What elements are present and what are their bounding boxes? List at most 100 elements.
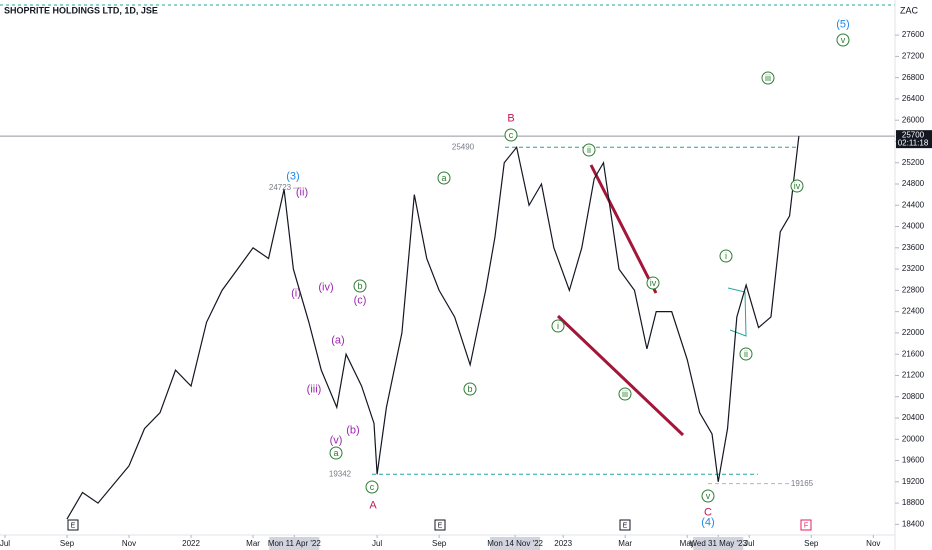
wedge — [727, 287, 747, 337]
y-tick-label: 26000 — [902, 115, 925, 124]
last-price-box — [896, 130, 932, 149]
x-tick-label: 2022 — [182, 539, 200, 548]
y-tick-label: 20000 — [902, 434, 925, 443]
wave-label: C — [704, 506, 712, 518]
wave-label: (4) — [701, 516, 714, 528]
y-tick-label: 22400 — [902, 307, 925, 316]
wave-label: v — [841, 35, 846, 45]
wave-label: (ii) — [296, 186, 308, 198]
wave-label: (5) — [836, 18, 849, 30]
trend-line — [589, 164, 658, 294]
earnings-box — [434, 519, 446, 531]
wave-label: ii — [587, 145, 591, 155]
y-tick-label: 24000 — [902, 222, 925, 231]
wave-circle — [790, 179, 804, 193]
wave-label: b — [467, 384, 472, 394]
y-tick-label: 27600 — [902, 30, 925, 39]
wave-circle — [437, 171, 451, 185]
x-tick-label: Wed 31 May '23 — [690, 539, 748, 548]
wave-label: (i) — [291, 287, 301, 299]
earnings-marker: E — [71, 522, 76, 529]
y-tick-label: 20800 — [902, 392, 925, 401]
wave-circle — [739, 347, 753, 361]
x-tick-label: 2023 — [554, 539, 572, 548]
x-tick-label: Nov — [866, 539, 880, 548]
x-tick-label: Sep — [432, 539, 447, 548]
currency: ZAC — [900, 5, 919, 15]
level-label: 19342 — [329, 469, 352, 478]
x-tick-label: Jul — [372, 539, 382, 548]
wave-circle — [551, 319, 565, 333]
y-tick-label: 21200 — [902, 371, 925, 380]
wave-circle — [353, 279, 367, 293]
x-tick-label: May — [680, 539, 695, 548]
x-tick-label: Mon 14 Nov '22 — [487, 539, 543, 548]
wave-circle — [761, 71, 775, 85]
level-label: 19165 — [791, 479, 814, 488]
earnings-marker: E — [438, 522, 443, 529]
wave-label: iv — [650, 278, 657, 288]
y-tick-label: 23200 — [902, 264, 925, 273]
earnings-marker: E — [623, 522, 628, 529]
wave-circle — [329, 446, 343, 460]
wave-circle — [719, 249, 733, 263]
x-tick-label: Sep — [804, 539, 819, 548]
wave-label: c — [509, 130, 514, 140]
wave-label: c — [370, 482, 375, 492]
y-tick-label: 26400 — [902, 94, 925, 103]
level-label: 24723 — [269, 183, 292, 192]
x-tick-label: Mon 11 Apr '22 — [268, 539, 322, 548]
x-tick-label: Sep — [60, 539, 75, 548]
wave-circle — [836, 33, 850, 47]
wave-label: iii — [765, 73, 771, 83]
wave-label: b — [357, 281, 362, 291]
y-tick-label: 25200 — [902, 158, 925, 167]
future-marker: F — [804, 522, 808, 529]
y-tick-label: 27200 — [902, 51, 925, 60]
wave-label: (c) — [354, 294, 367, 306]
y-tick-label: 20400 — [902, 413, 925, 422]
y-tick-label: 18800 — [902, 498, 925, 507]
earnings-box — [67, 519, 79, 531]
wave-label: B — [507, 112, 514, 124]
wave-circle — [504, 128, 518, 142]
y-tick-label: 19200 — [902, 477, 925, 486]
earnings-box — [619, 519, 631, 531]
wave-label: i — [557, 321, 559, 331]
wave-circle — [582, 143, 596, 157]
wave-label: a — [333, 448, 338, 458]
wave-label: (v) — [330, 434, 343, 446]
wave-label: (b) — [346, 424, 359, 436]
y-tick-label: 22000 — [902, 328, 925, 337]
y-tick-label: 24400 — [902, 200, 925, 209]
future-box — [800, 519, 812, 531]
wave-circle — [365, 480, 379, 494]
chart-title: SHOPRITE HOLDINGS LTD, 1D, JSE — [4, 5, 158, 15]
countdown: 02:11:18 — [898, 138, 929, 147]
wave-label: iii — [622, 389, 628, 399]
x-tick-label: Jul — [744, 539, 754, 548]
x-tick-label: Mar — [246, 539, 260, 548]
wave-label: (3) — [286, 170, 299, 182]
wave-circle — [646, 276, 660, 290]
wave-label: (iii) — [307, 383, 322, 395]
wave-label: ii — [744, 349, 748, 359]
x-tick-label: Jul — [0, 539, 10, 548]
wave-label: i — [725, 251, 727, 261]
wave-label: v — [706, 491, 711, 501]
x-tick-highlight — [490, 537, 541, 550]
wave-label: A — [369, 499, 377, 511]
trend-line — [556, 314, 685, 437]
y-tick-label: 19600 — [902, 456, 925, 465]
wave-label: a — [441, 173, 446, 183]
wave-label: iv — [794, 181, 801, 191]
y-tick-label: 22800 — [902, 285, 925, 294]
wave-label: (a) — [331, 334, 344, 346]
wave-label: (iv) — [318, 281, 333, 293]
y-tick-label: 21600 — [902, 349, 925, 358]
y-tick-label: 23600 — [902, 243, 925, 252]
y-tick-label: 24800 — [902, 179, 925, 188]
level-label: 25490 — [452, 142, 475, 151]
